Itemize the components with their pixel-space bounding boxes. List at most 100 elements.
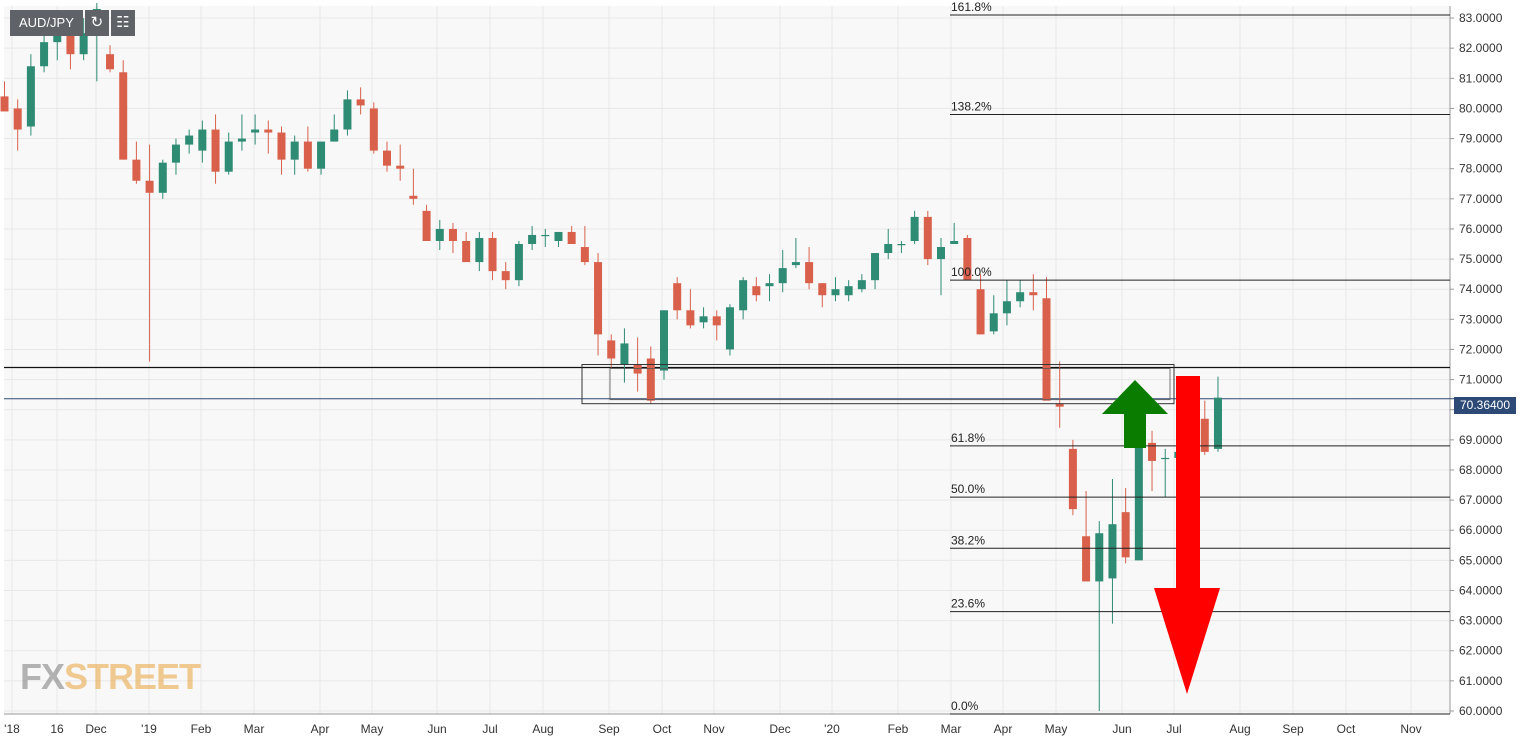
x-tick-label: '18 xyxy=(4,722,20,736)
x-tick-label: Jun xyxy=(1112,722,1131,736)
x-tick-label: Nov xyxy=(1400,722,1421,736)
candle-body xyxy=(673,283,682,311)
candle-body xyxy=(936,247,945,260)
y-tick-label: 69.0000 xyxy=(1459,433,1503,447)
x-tick-label: '19 xyxy=(141,722,157,736)
candle-body xyxy=(501,271,510,281)
candle-body xyxy=(871,253,880,281)
chart-type-icon[interactable]: ☷ xyxy=(110,10,135,36)
candle-body xyxy=(1016,292,1025,302)
fib-level-label: 0.0% xyxy=(951,699,979,713)
symbol-label[interactable]: AUD/JPY xyxy=(10,10,83,36)
candle-body xyxy=(910,216,919,241)
candle-body xyxy=(317,141,326,169)
chart-toolbar: AUD/JPY ↻ ☷ xyxy=(10,10,135,36)
candle-body xyxy=(923,216,932,260)
y-tick-label: 79.0000 xyxy=(1459,132,1503,146)
candle-body xyxy=(435,228,444,241)
y-tick-label: 82.0000 xyxy=(1459,41,1503,55)
logo-fx: FX xyxy=(20,656,65,697)
candle-body xyxy=(752,286,761,296)
fib-level-label: 100.0% xyxy=(951,265,992,279)
x-tick-label: Jun xyxy=(427,722,446,736)
candle-body xyxy=(976,289,985,335)
consolidation-zone xyxy=(581,364,1175,405)
candle-body xyxy=(224,141,233,172)
candle-body xyxy=(119,72,128,160)
y-tick-label: 66.0000 xyxy=(1459,523,1503,537)
candle-body xyxy=(53,30,62,43)
candle-body xyxy=(646,358,655,401)
x-tick-label: Feb xyxy=(191,722,212,736)
candle-body xyxy=(1042,298,1051,401)
x-tick-label: Dec xyxy=(85,722,106,736)
y-tick-label: 74.0000 xyxy=(1459,282,1503,296)
candle-body xyxy=(778,268,787,284)
candle-body xyxy=(1148,442,1157,461)
candle-body xyxy=(884,244,893,254)
fib-level-label: 50.0% xyxy=(951,482,985,496)
candle-body xyxy=(963,237,972,281)
x-tick-label: Nov xyxy=(703,722,724,736)
x-tick-label: Jul xyxy=(482,722,497,736)
candle-body xyxy=(765,283,774,287)
candle-body xyxy=(0,96,9,112)
candle-body xyxy=(1095,533,1104,582)
x-tick-label: Dec xyxy=(769,722,790,736)
candle-body xyxy=(791,262,800,266)
y-tick-label: 81.0000 xyxy=(1459,71,1503,85)
candle-body xyxy=(989,313,998,332)
candle-body xyxy=(528,234,537,245)
y-tick-label: 78.0000 xyxy=(1459,162,1503,176)
refresh-icon[interactable]: ↻ xyxy=(84,10,109,36)
candle-body xyxy=(1213,397,1222,449)
candle-body xyxy=(1134,445,1143,561)
candle-body xyxy=(383,150,392,166)
candle-body xyxy=(185,135,194,145)
y-tick-label: 76.0000 xyxy=(1459,222,1503,236)
candle-body xyxy=(290,141,299,160)
candle-body xyxy=(488,237,497,272)
candle-body xyxy=(171,144,180,163)
y-tick-label: 64.0000 xyxy=(1459,583,1503,597)
arrow-up-green xyxy=(1102,380,1168,448)
candle-body xyxy=(40,42,49,67)
y-tick-label: 75.0000 xyxy=(1459,252,1503,266)
x-tick-label: Sep xyxy=(1282,722,1304,736)
candle-body xyxy=(79,33,88,55)
y-tick-label: 68.0000 xyxy=(1459,463,1503,477)
candle-body xyxy=(1068,448,1077,510)
candle-body xyxy=(818,283,827,296)
candle-body xyxy=(514,244,523,281)
candle-body xyxy=(1002,301,1011,314)
candle-body xyxy=(739,280,748,311)
candle-body xyxy=(13,108,22,130)
y-tick-label: 72.0000 xyxy=(1459,342,1503,356)
y-tick-label: 71.0000 xyxy=(1459,373,1503,387)
candle-body xyxy=(462,240,471,263)
arrow-down-red xyxy=(1154,376,1220,694)
candle-body xyxy=(1108,524,1117,579)
candle-body xyxy=(712,316,721,326)
candle-body xyxy=(303,141,312,169)
x-tick-label: Apr xyxy=(311,722,330,736)
y-tick-label: 61.0000 xyxy=(1459,674,1503,688)
candle-body xyxy=(1082,536,1091,582)
x-tick-label: Apr xyxy=(994,722,1013,736)
candle-body xyxy=(620,343,629,365)
fib-level-label: 38.2% xyxy=(951,533,985,547)
candle-body xyxy=(805,262,814,284)
x-tick-label: Aug xyxy=(532,722,553,736)
candle-body xyxy=(158,162,167,193)
fib-level-label: 23.6% xyxy=(951,597,985,611)
candle-body xyxy=(844,286,853,296)
candle-body xyxy=(567,231,576,245)
candle-body xyxy=(106,54,115,70)
candle-body xyxy=(541,234,550,237)
candle-body xyxy=(1161,457,1170,460)
y-tick-label: 62.0000 xyxy=(1459,644,1503,658)
candle-body xyxy=(356,99,365,106)
y-tick-label: 83.0000 xyxy=(1459,11,1503,25)
candle-body xyxy=(330,129,339,142)
